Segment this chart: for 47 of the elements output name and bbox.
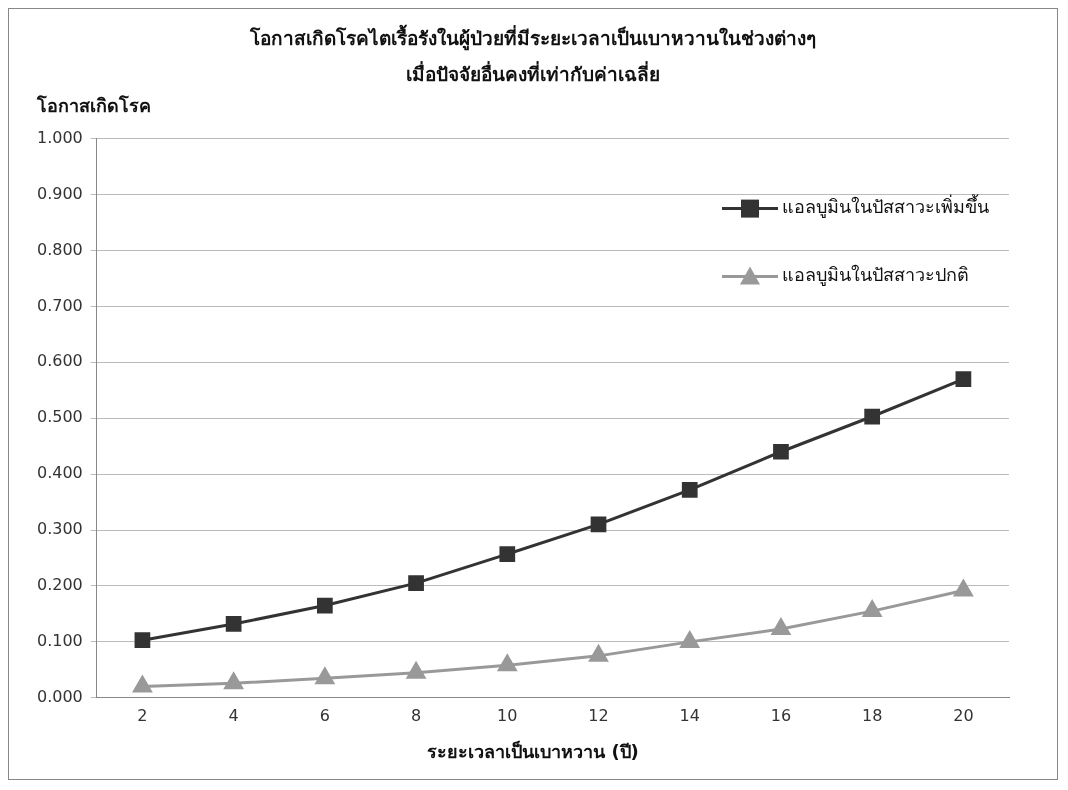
- x-tick-label: 2: [137, 705, 148, 725]
- y-tick-label: 0.900: [36, 183, 83, 203]
- point: [315, 667, 335, 685]
- y-tick-label: 0.700: [36, 295, 83, 315]
- legend-label: แอลบูมินในปัสสาวะเพิ่มขึ้น: [782, 194, 989, 219]
- y-tick-label: 0.100: [36, 631, 83, 651]
- x-tick-label: 6: [319, 705, 330, 725]
- point: [134, 632, 151, 649]
- x-tick-label: 16: [770, 705, 792, 725]
- chart-title: โอกาสเกิดโรคไตเรื้อรังในผู้ป่วยที่มีระยะเวลาเป็นเบาหวานในช่วงต่างๆ: [249, 23, 817, 53]
- y-tick-label: 0.200: [36, 575, 83, 595]
- point: [498, 654, 517, 672]
- point: [590, 516, 607, 533]
- point: [862, 600, 882, 618]
- x-tick-label: 14: [679, 705, 700, 725]
- x-tick-label: 4: [228, 705, 239, 725]
- y-axis-title: โอกาสเกิดโรค: [37, 94, 151, 118]
- point: [406, 662, 426, 679]
- y-tick-label: 0.400: [36, 463, 83, 483]
- point: [499, 546, 516, 562]
- point: [133, 676, 152, 693]
- y-tick-label: 0.300: [36, 519, 83, 539]
- y-tick-label: 1.000: [36, 127, 83, 147]
- point: [680, 631, 700, 648]
- point: [864, 408, 881, 425]
- point: [773, 443, 789, 460]
- x-axis-title: ระยะเวลาเป็นเบาหวาน (ปี): [426, 739, 640, 764]
- x-tick-label: 12: [588, 705, 609, 725]
- point: [955, 371, 972, 387]
- point: [225, 616, 242, 632]
- point: [589, 645, 608, 662]
- x-tick-label: 20: [953, 705, 974, 725]
- x-tick-label: 8: [410, 705, 422, 725]
- point: [681, 481, 698, 498]
- point: [408, 575, 424, 592]
- y-tick-label: 0.800: [36, 239, 83, 259]
- legend-label: แอลบูมินในปัสสาวะปกติ: [782, 264, 969, 287]
- point: [224, 672, 243, 690]
- y-tick-label: 0.600: [36, 351, 83, 371]
- chart-subtitle: เมื่อปัจจัยอื่นคงที่เท่ากับค่าเฉลี่ย: [405, 60, 661, 87]
- point: [771, 618, 791, 636]
- point: [316, 597, 333, 614]
- x-tick-label: 10: [497, 705, 518, 725]
- x-tick-label: 18: [861, 705, 883, 725]
- point: [954, 579, 973, 597]
- y-tick-label: 0.000: [36, 686, 83, 706]
- y-tick-label: 0.500: [36, 407, 83, 427]
